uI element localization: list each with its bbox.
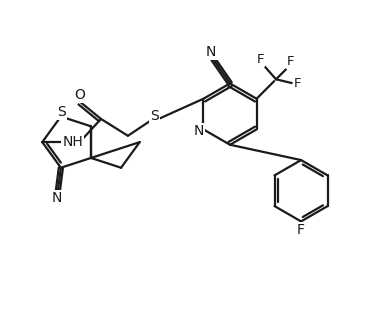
Text: N: N — [52, 191, 62, 205]
Text: O: O — [74, 88, 85, 102]
Text: F: F — [294, 77, 301, 90]
Text: N: N — [206, 45, 217, 59]
Text: S: S — [57, 105, 66, 119]
Text: S: S — [150, 109, 159, 123]
Text: F: F — [287, 55, 294, 68]
Text: F: F — [297, 223, 305, 237]
Text: F: F — [257, 53, 264, 66]
Text: N: N — [194, 124, 204, 138]
Text: NH: NH — [62, 135, 83, 149]
